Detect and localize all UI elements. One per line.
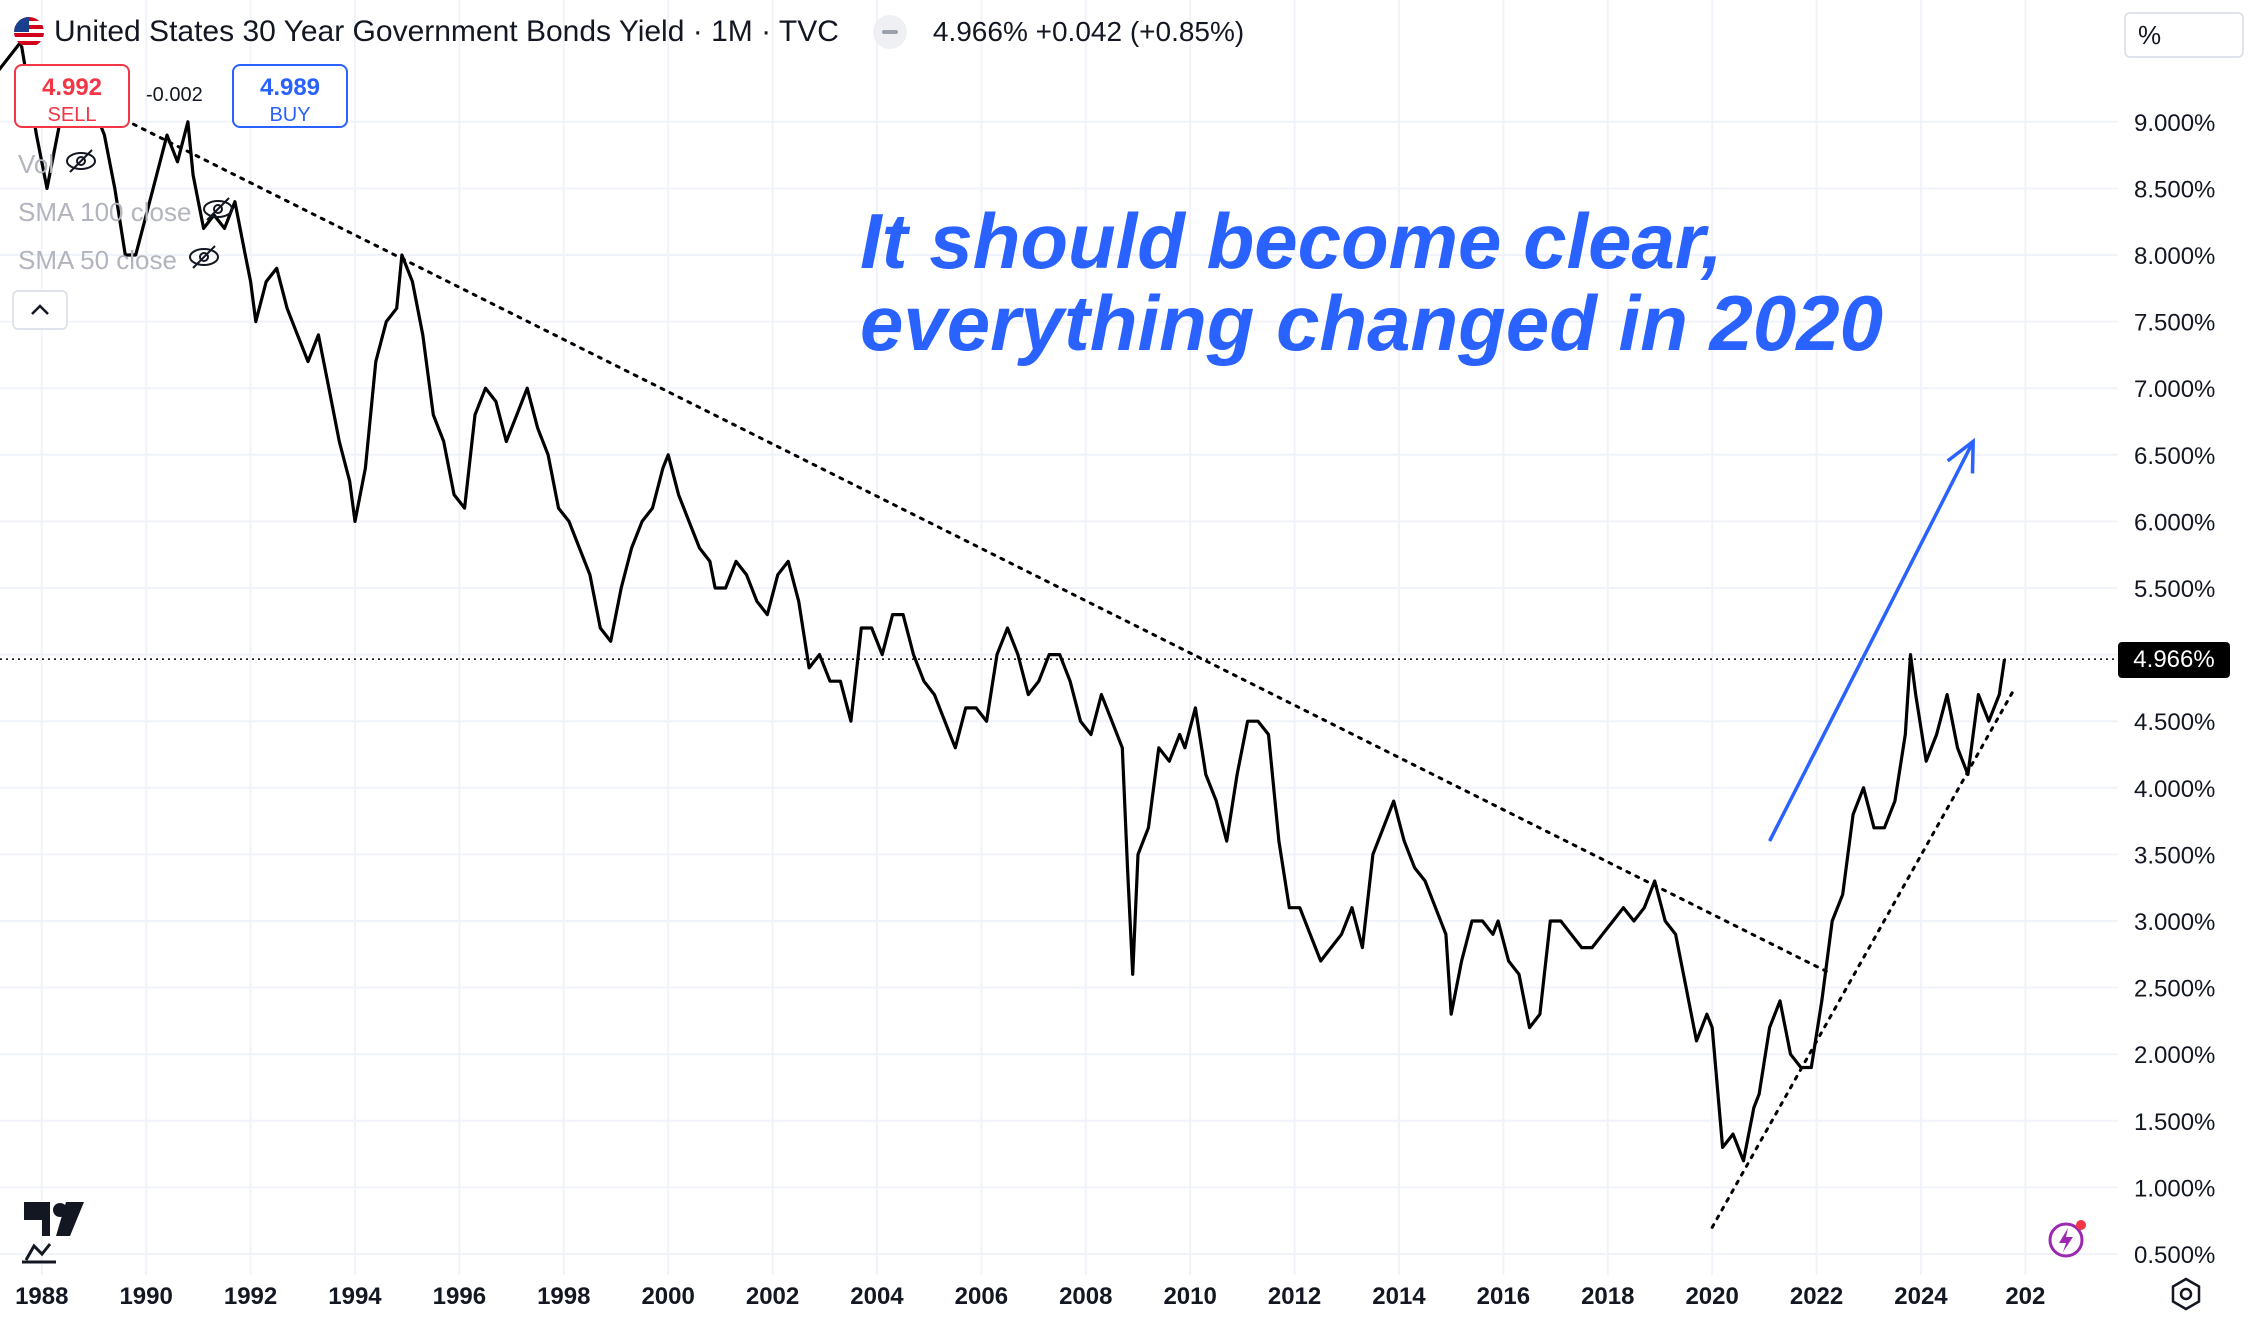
- last-price-label: 4.966%: [2118, 642, 2230, 678]
- time-axis[interactable]: 1988 1990 1992 1994 1996 1998 2000 2002 2004 2006…: [15, 1283, 2045, 1310]
- x-tick-label: 2010: [1163, 1283, 1216, 1310]
- x-tick-label: 2018: [1581, 1283, 1634, 1310]
- indicator-sma100[interactable]: SMA 100 close: [18, 196, 235, 229]
- symbol-title[interactable]: United States 30 Year Government Bonds Y…: [54, 15, 839, 48]
- price-unit-selector[interactable]: %: [2124, 12, 2244, 58]
- uptrend-line: [1710, 686, 2017, 1229]
- eye-slash-icon[interactable]: [201, 196, 235, 229]
- sell-button[interactable]: 4.992 SELL: [14, 64, 130, 128]
- tradingview-logo-icon[interactable]: [22, 1200, 86, 1269]
- lightning-icon[interactable]: [2046, 1216, 2090, 1265]
- us-flag-icon: [14, 17, 44, 47]
- x-tick-label: 2008: [1059, 1283, 1112, 1310]
- x-tick-label: 202: [2005, 1283, 2045, 1310]
- y-tick-label: 3.000%: [2134, 909, 2215, 936]
- trendlines: [87, 100, 2017, 1229]
- x-tick-label: 1990: [119, 1283, 172, 1310]
- y-tick-label: 0.500%: [2134, 1242, 2215, 1269]
- x-tick-label: 1996: [433, 1283, 486, 1310]
- x-tick-label: 1992: [224, 1283, 277, 1310]
- x-tick-label: 2014: [1372, 1283, 1426, 1310]
- sell-price: 4.992: [41, 74, 103, 101]
- y-tick-label: 5.500%: [2134, 576, 2215, 603]
- annotation-text: It should become clear, everything chang…: [860, 200, 1883, 364]
- arrow-head: [1946, 437, 1975, 474]
- y-tick-label: 1.500%: [2134, 1109, 2215, 1136]
- x-tick-label: 2012: [1268, 1283, 1321, 1310]
- x-tick-label: 2020: [1685, 1283, 1738, 1310]
- collapse-legend-button[interactable]: [12, 290, 68, 330]
- chart-header: United States 30 Year Government Bonds Y…: [14, 12, 1244, 52]
- y-tick-label: 9.000%: [2134, 110, 2215, 137]
- x-tick-label: 1994: [328, 1283, 382, 1310]
- x-tick-label: 2002: [746, 1283, 799, 1310]
- price-axis[interactable]: 9.000% 8.500% 8.000% 7.500% 7.000% 6.500% 6.00…: [2134, 110, 2215, 1269]
- x-tick-label: 2024: [1894, 1283, 1948, 1310]
- annotation-line-2: everything changed in 2020: [860, 279, 1884, 367]
- eye-slash-icon[interactable]: [64, 148, 98, 181]
- x-tick-label: 2004: [850, 1283, 904, 1310]
- buy-label: BUY: [269, 104, 311, 126]
- y-tick-label: 2.500%: [2134, 976, 2215, 1003]
- y-tick-label: 7.500%: [2134, 310, 2215, 337]
- yield-series-line: [0, 40, 2007, 1163]
- indicator-vol-label: Vol: [18, 149, 55, 179]
- x-tick-label: 1998: [537, 1283, 590, 1310]
- y-tick-label: 4.500%: [2134, 709, 2215, 736]
- spread-value: -0.002: [146, 84, 203, 106]
- annotation-line-1: It should become clear,: [860, 197, 1723, 285]
- y-tick-label: 3.500%: [2134, 842, 2215, 869]
- price-quote: 4.966% +0.042 (+0.85%): [932, 16, 1245, 47]
- indicator-sma100-label: SMA 100 close: [18, 197, 192, 227]
- chevron-up-icon: [31, 304, 49, 315]
- x-tick-label: 2022: [1790, 1283, 1843, 1310]
- x-tick-label: 2016: [1477, 1283, 1530, 1310]
- indicator-vol[interactable]: Vol: [18, 148, 98, 181]
- grid: [0, 0, 2118, 1275]
- arrow-shaft: [1768, 440, 1975, 842]
- indicator-sma50[interactable]: SMA 50 close: [18, 244, 221, 277]
- y-tick-label: 8.500%: [2134, 176, 2215, 203]
- x-tick-label: 2006: [955, 1283, 1008, 1310]
- annotation-arrow: [1768, 437, 1975, 842]
- x-tick-label: 2000: [641, 1283, 694, 1310]
- y-tick-label: 8.000%: [2134, 243, 2215, 270]
- y-tick-label: 4.000%: [2134, 776, 2215, 803]
- sell-label: SELL: [47, 104, 97, 126]
- buy-price: 4.989: [259, 74, 321, 101]
- indicator-sma50-label: SMA 50 close: [18, 245, 177, 275]
- y-tick-label: 7.000%: [2134, 376, 2215, 403]
- y-tick-label: 1.000%: [2134, 1175, 2215, 1202]
- y-tick-label: 2.000%: [2134, 1042, 2215, 1069]
- x-tick-label: 1988: [15, 1283, 68, 1310]
- y-tick-label: 6.500%: [2134, 443, 2215, 470]
- market-status-icon[interactable]: [872, 15, 907, 49]
- eye-slash-icon[interactable]: [187, 244, 221, 277]
- y-tick-label: 6.000%: [2134, 509, 2215, 536]
- gear-icon[interactable]: [2168, 1276, 2204, 1317]
- buy-button[interactable]: 4.989 BUY: [232, 64, 348, 128]
